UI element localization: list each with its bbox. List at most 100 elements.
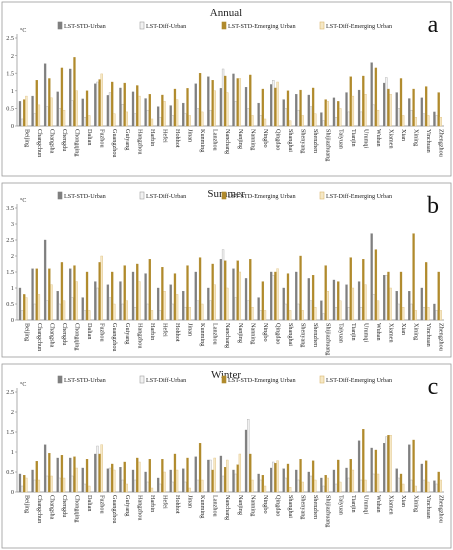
bar-lst-std-emerging-urban — [23, 475, 26, 493]
bar-lst-std-emerging-urban — [299, 89, 302, 127]
y-tick-label: 2 — [11, 253, 14, 260]
bar-lst-diff-emerging-urban — [100, 444, 103, 493]
bar-lst-std-urban — [156, 477, 160, 493]
bar-lst-diff-urban — [184, 307, 187, 321]
bar-lst-diff-emerging-urban — [351, 287, 355, 321]
bar-lst-std-urban — [207, 287, 210, 321]
bar-lst-diff-urban — [108, 467, 112, 493]
bar-lst-std-emerging-urban — [236, 260, 239, 321]
bar-lst-std-emerging-urban — [186, 265, 189, 321]
bar-lst-diff-emerging-urban — [125, 300, 129, 321]
chart-title: Annual — [210, 7, 242, 19]
bar-lst-std-urban — [295, 94, 298, 127]
bar-lst-diff-urban — [33, 479, 36, 493]
bar-lst-std-urban — [169, 469, 172, 493]
bar-lst-std-emerging-urban — [85, 271, 89, 321]
bar-lst-diff-urban — [397, 303, 401, 321]
x-tick-label: Changchun — [36, 129, 43, 157]
bar-lst-diff-emerging-urban — [25, 297, 28, 321]
bar-lst-diff-urban — [247, 108, 250, 127]
bar-lst-std-emerging-urban — [412, 439, 415, 493]
x-tick-label: Shijiazhuang — [325, 129, 332, 161]
bar-lst-std-emerging-urban — [299, 255, 302, 321]
bar-lst-diff-emerging-urban — [414, 485, 417, 493]
bar-lst-diff-urban — [397, 108, 401, 127]
chart-panel-c: Winter c LST-STD-Urban LST-Diff-Urban LST-ST… — [1, 363, 452, 549]
bar-lst-diff-emerging-urban — [251, 115, 254, 127]
bar-lst-diff-urban — [133, 307, 137, 321]
bar-lst-diff-emerging-urban — [339, 481, 342, 493]
bar-lst-std-emerging-urban — [374, 67, 378, 127]
bar-lst-diff-emerging-urban — [427, 115, 430, 127]
x-tick-label: Shenyang — [300, 495, 307, 519]
x-tick-label: Beijing — [23, 495, 30, 513]
bar-lst-diff-emerging-urban — [364, 94, 367, 127]
x-tick-label: Lanzhou — [212, 323, 219, 345]
bar-lst-diff-emerging-urban — [402, 307, 405, 321]
x-tick-label: Hangzhou — [136, 323, 143, 348]
bar-lst-std-urban — [194, 83, 197, 127]
legend-swatch-lst-diff-urban — [139, 21, 145, 30]
bar-lst-std-emerging-urban — [173, 88, 177, 127]
x-tick-label: Shijiazhuang — [325, 495, 332, 527]
bar-lst-std-emerging-urban — [261, 475, 265, 493]
x-tick-label: Nanjing — [237, 129, 244, 149]
x-tick-label: Xiamen — [387, 495, 394, 515]
legend-label-lst-diff-emerging-urban: LST-Diff-Emerging Urban — [326, 23, 392, 30]
bar-lst-std-emerging-urban — [186, 88, 189, 127]
bar-lst-diff-emerging-urban — [37, 294, 41, 321]
x-tick-label: Qingdao — [274, 495, 281, 516]
x-tick-label: Wuhan — [375, 323, 382, 341]
bar-lst-diff-emerging-urban — [314, 307, 317, 321]
bar-lst-std-urban — [31, 95, 34, 127]
bar-lst-diff-urban — [46, 300, 49, 321]
bar-lst-diff-urban — [171, 303, 174, 321]
bar-lst-std-emerging-urban — [424, 262, 428, 321]
bar-lst-std-urban — [106, 284, 110, 321]
bar-lst-std-urban — [56, 91, 59, 127]
bar-lst-std-urban — [320, 300, 323, 321]
x-tick-label: Zhengzhou — [438, 129, 445, 157]
x-tick-label: Shanghai — [287, 323, 294, 346]
bar-lst-std-urban — [307, 471, 310, 493]
legend-swatch-lst-std-emerging-urban — [221, 191, 227, 200]
bar-lst-std-urban — [244, 429, 248, 493]
bar-lst-std-emerging-urban — [362, 75, 365, 127]
bar-lst-std-emerging-urban — [198, 257, 202, 321]
bar-lst-std-emerging-urban — [249, 453, 252, 493]
bar-lst-diff-emerging-urban — [201, 479, 204, 493]
bar-lst-std-emerging-urban — [48, 453, 51, 493]
bar-lst-std-urban — [81, 98, 84, 127]
x-tick-label: Changchun — [36, 495, 43, 523]
x-tick-label: Taiyuan — [337, 323, 344, 343]
bar-lst-std-urban — [257, 473, 260, 493]
bar-lst-diff-urban — [121, 479, 124, 493]
bar-lst-std-urban — [270, 467, 273, 493]
bar-lst-diff-urban — [372, 294, 375, 321]
bar-lst-std-emerging-urban — [261, 281, 265, 321]
x-tick-label: Chongqing — [74, 495, 81, 523]
bar-lst-std-emerging-urban — [274, 463, 277, 493]
bar-lst-std-urban — [282, 468, 285, 493]
x-tick-label: Nanjing — [237, 323, 244, 343]
x-tick-label: Chengdu — [61, 129, 68, 151]
bar-lst-diff-urban — [196, 479, 200, 493]
bar-lst-std-urban — [94, 453, 97, 493]
bar-lst-std-emerging-urban — [85, 459, 89, 493]
bar-lst-diff-emerging-urban — [339, 108, 342, 127]
x-tick-label: Guiyang — [124, 129, 131, 150]
x-tick-label: Hangzhou — [136, 129, 143, 154]
bar-lst-std-emerging-urban — [35, 80, 38, 127]
x-tick-label: Taiyuan — [337, 495, 344, 515]
bar-lst-diff-emerging-urban — [351, 95, 355, 127]
bar-lst-diff-urban — [221, 249, 225, 321]
x-tick-label: Shijiazhuang — [325, 323, 332, 355]
bar-lst-std-emerging-urban — [136, 85, 139, 127]
legend-swatch-lst-std-urban — [57, 191, 63, 200]
bar-lst-diff-urban — [284, 108, 287, 127]
bar-lst-std-urban — [219, 455, 223, 493]
bar-lst-std-emerging-urban — [211, 80, 214, 127]
bar-lst-std-urban — [56, 457, 59, 493]
y-tick-label: 3 — [11, 221, 14, 228]
